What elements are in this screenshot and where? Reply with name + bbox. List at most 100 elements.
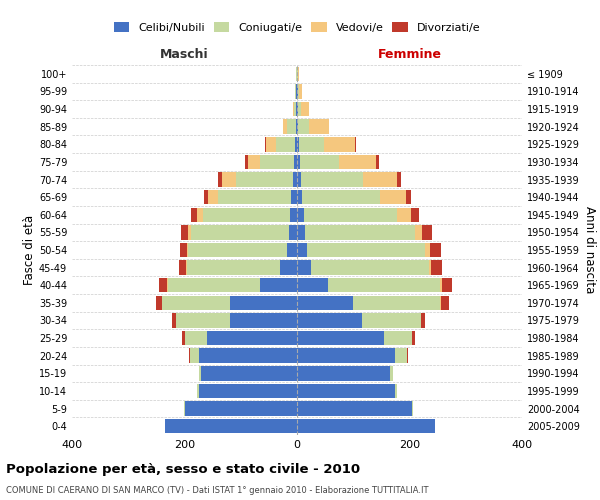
- Text: Maschi: Maschi: [160, 48, 209, 62]
- Bar: [297, 120, 298, 134]
- Bar: [395, 348, 407, 363]
- Bar: [297, 384, 395, 398]
- Bar: [380, 190, 406, 204]
- Bar: [410, 208, 419, 222]
- Bar: [300, 154, 339, 169]
- Bar: [287, 243, 297, 257]
- Bar: [295, 137, 297, 152]
- Bar: [265, 137, 275, 152]
- Bar: [297, 331, 384, 345]
- Y-axis label: Fasce di età: Fasce di età: [23, 215, 36, 285]
- Bar: [363, 172, 397, 186]
- Bar: [422, 225, 432, 240]
- Bar: [297, 190, 302, 204]
- Bar: [299, 137, 324, 152]
- Bar: [162, 296, 229, 310]
- Bar: [294, 154, 297, 169]
- Bar: [324, 137, 355, 152]
- Bar: [260, 154, 294, 169]
- Bar: [190, 348, 199, 363]
- Bar: [390, 366, 392, 380]
- Bar: [292, 190, 297, 204]
- Bar: [245, 154, 248, 169]
- Bar: [187, 243, 188, 257]
- Bar: [197, 384, 199, 398]
- Bar: [165, 419, 297, 434]
- Bar: [207, 331, 297, 345]
- Bar: [218, 190, 292, 204]
- Bar: [297, 243, 307, 257]
- Bar: [218, 172, 222, 186]
- Bar: [298, 84, 299, 98]
- Bar: [299, 84, 302, 98]
- Bar: [301, 172, 363, 186]
- Bar: [412, 331, 415, 345]
- Bar: [179, 260, 186, 275]
- Bar: [158, 278, 167, 292]
- Bar: [181, 225, 188, 240]
- Bar: [355, 137, 356, 152]
- Bar: [441, 296, 449, 310]
- Bar: [203, 190, 208, 204]
- Bar: [297, 137, 299, 152]
- Bar: [298, 66, 299, 81]
- Bar: [191, 208, 197, 222]
- Bar: [297, 366, 390, 380]
- Bar: [305, 225, 415, 240]
- Bar: [290, 208, 297, 222]
- Bar: [298, 102, 301, 117]
- Bar: [296, 120, 297, 134]
- Bar: [222, 172, 236, 186]
- Bar: [297, 172, 301, 186]
- Bar: [294, 102, 296, 117]
- Bar: [297, 402, 412, 416]
- Bar: [293, 172, 297, 186]
- Bar: [430, 243, 441, 257]
- Bar: [407, 348, 408, 363]
- Bar: [339, 154, 376, 169]
- Bar: [275, 137, 295, 152]
- Text: Femmine: Femmine: [377, 48, 442, 62]
- Y-axis label: Anni di nascita: Anni di nascita: [583, 206, 596, 294]
- Bar: [185, 402, 297, 416]
- Bar: [376, 154, 379, 169]
- Bar: [295, 84, 296, 98]
- Bar: [298, 120, 310, 134]
- Bar: [187, 260, 280, 275]
- Bar: [397, 172, 401, 186]
- Bar: [297, 296, 353, 310]
- Bar: [189, 348, 190, 363]
- Bar: [328, 278, 440, 292]
- Bar: [304, 208, 397, 222]
- Bar: [415, 225, 422, 240]
- Bar: [283, 120, 287, 134]
- Bar: [191, 225, 289, 240]
- Bar: [307, 243, 425, 257]
- Bar: [297, 278, 328, 292]
- Bar: [197, 208, 203, 222]
- Bar: [362, 314, 421, 328]
- Bar: [297, 260, 311, 275]
- Bar: [406, 190, 411, 204]
- Bar: [395, 384, 397, 398]
- Bar: [297, 154, 300, 169]
- Bar: [199, 366, 202, 380]
- Text: Popolazione per età, sesso e stato civile - 2010: Popolazione per età, sesso e stato civil…: [6, 462, 360, 475]
- Legend: Celibi/Nubili, Coniugati/e, Vedovi/e, Divorziati/e: Celibi/Nubili, Coniugati/e, Vedovi/e, Di…: [110, 19, 484, 36]
- Bar: [248, 154, 260, 169]
- Bar: [287, 120, 296, 134]
- Bar: [186, 260, 187, 275]
- Bar: [188, 225, 191, 240]
- Bar: [188, 243, 287, 257]
- Bar: [397, 208, 410, 222]
- Bar: [199, 348, 297, 363]
- Bar: [203, 208, 290, 222]
- Bar: [172, 314, 176, 328]
- Bar: [199, 384, 297, 398]
- Bar: [208, 190, 218, 204]
- Bar: [297, 208, 304, 222]
- Bar: [440, 278, 442, 292]
- Bar: [157, 296, 162, 310]
- Bar: [429, 260, 431, 275]
- Bar: [310, 120, 329, 134]
